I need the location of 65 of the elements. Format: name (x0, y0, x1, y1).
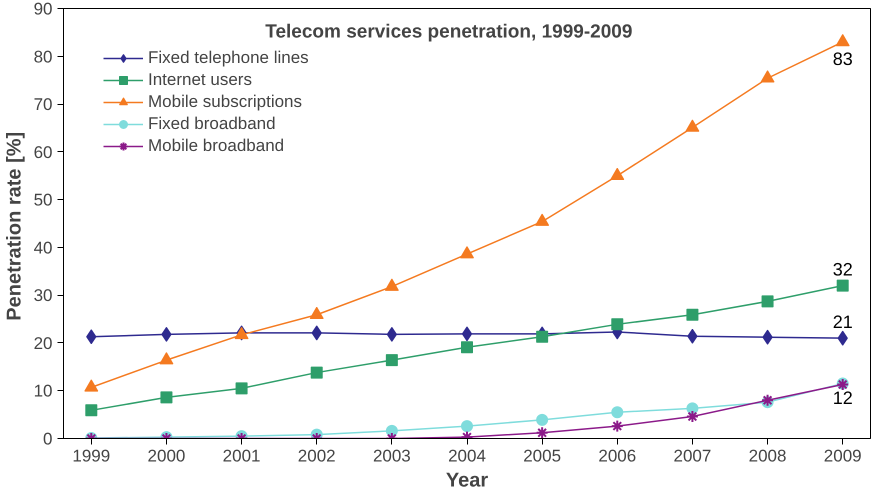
point (535, 214, 550, 226)
annotation: 21 (832, 312, 853, 332)
annotation: 83 (832, 48, 853, 69)
x-axis-title: Year (446, 470, 488, 492)
point (762, 330, 773, 345)
point (610, 420, 624, 433)
y-tick-label: 60 (34, 142, 53, 162)
y-tick-label: 10 (34, 382, 53, 401)
x-tick-label: 2009 (824, 446, 862, 466)
y-axis-title: Penetration rate [%] (4, 132, 26, 321)
y-tick-label: 90 (34, 0, 53, 18)
x-tick-label: 2004 (448, 446, 486, 466)
y-tick-label: 0 (43, 430, 53, 448)
point (686, 402, 698, 414)
point (461, 341, 473, 354)
legend-label: Fixed broadband (148, 114, 276, 134)
point (310, 366, 323, 379)
point (611, 318, 624, 330)
point (686, 308, 698, 321)
point (836, 34, 850, 46)
x-tick-label: 2002 (298, 446, 336, 466)
point (760, 70, 775, 83)
point (461, 420, 473, 432)
x-tick-label: 2005 (523, 446, 562, 466)
point (536, 426, 549, 438)
y-tick-label: 80 (34, 47, 53, 66)
point (685, 119, 700, 132)
point (611, 406, 624, 418)
point (460, 246, 474, 258)
y-tick-label: 50 (34, 190, 53, 210)
point (85, 404, 98, 416)
point (762, 295, 774, 308)
point (536, 330, 548, 343)
legend-label: Fixed telephone lines (148, 48, 309, 68)
x-tick-label: 1999 (72, 446, 110, 466)
y-tick-label: 30 (34, 286, 53, 306)
point (687, 328, 698, 344)
point (160, 391, 172, 404)
point (836, 280, 849, 292)
x-tick-label: 2000 (148, 446, 186, 466)
x-tick-label: 2001 (222, 446, 260, 466)
y-tick-label: 70 (34, 95, 53, 114)
legend-label: Internet users (148, 70, 252, 90)
point (236, 382, 248, 394)
y-tick-label: 40 (34, 238, 53, 258)
point (610, 168, 624, 180)
legend-label: Mobile broadband (148, 136, 284, 156)
y-tick-label: 20 (34, 334, 53, 353)
annotation: 12 (832, 388, 853, 408)
point (462, 326, 472, 342)
x-tick-label: 2007 (674, 446, 712, 466)
legend-label: Mobile subscriptions (148, 92, 302, 112)
point (686, 410, 699, 424)
point (761, 394, 774, 407)
x-tick-label: 2006 (598, 446, 636, 466)
point (384, 278, 399, 291)
text: Telecom services penetration, 1999-2009 (265, 22, 632, 42)
point (310, 306, 324, 320)
point (536, 414, 548, 426)
point (386, 326, 398, 342)
x-tick-label: 2003 (372, 446, 411, 466)
x-tick-label: 2008 (748, 446, 786, 466)
point (161, 326, 172, 342)
point (386, 354, 398, 366)
annotation: 32 (832, 260, 853, 280)
